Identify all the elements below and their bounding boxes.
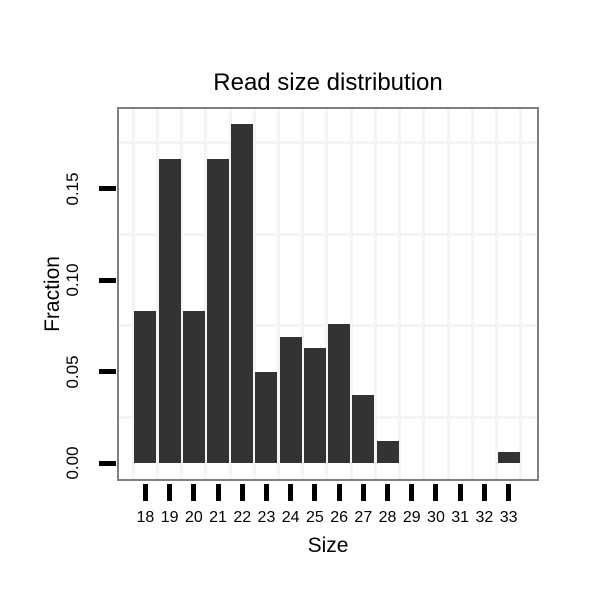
minor-vertical-gridline xyxy=(349,109,353,479)
minor-horizontal-gridline xyxy=(119,415,537,419)
minor-vertical-gridline xyxy=(252,109,256,479)
x-axis-title: Size xyxy=(307,534,349,557)
minor-vertical-gridline xyxy=(277,109,281,479)
y-tick xyxy=(99,369,116,374)
bar-18 xyxy=(134,311,157,463)
x-tick-label: 27 xyxy=(354,508,373,526)
x-tick-label: 30 xyxy=(427,508,445,526)
bar-20 xyxy=(182,311,205,463)
x-tick-label: 22 xyxy=(233,508,252,526)
x-tick xyxy=(336,484,342,501)
x-tick xyxy=(263,484,269,501)
x-tick-label: 29 xyxy=(402,508,421,526)
bar-22 xyxy=(231,124,254,463)
x-tick-label: 33 xyxy=(499,508,518,526)
x-tick xyxy=(288,484,294,501)
minor-vertical-gridline xyxy=(373,109,377,479)
x-tick-label: 26 xyxy=(330,508,348,526)
x-tick xyxy=(360,484,366,501)
minor-vertical-gridline xyxy=(519,109,523,479)
x-tick-label: 32 xyxy=(475,508,494,526)
bar-21 xyxy=(207,159,230,463)
x-tick xyxy=(312,484,318,501)
y-axis-title: Fraction xyxy=(41,256,64,332)
x-tick-label: 31 xyxy=(451,508,470,526)
x-tick-label: 21 xyxy=(209,508,227,526)
minor-horizontal-gridline xyxy=(119,324,537,328)
minor-vertical-gridline xyxy=(180,109,184,479)
minor-horizontal-gridline xyxy=(119,232,537,236)
bar-19 xyxy=(158,159,181,463)
x-tick-label: 25 xyxy=(305,508,324,526)
x-tick xyxy=(142,484,148,501)
minor-vertical-gridline xyxy=(228,109,232,479)
x-tick xyxy=(167,484,173,501)
x-tick-label: 20 xyxy=(184,508,203,526)
x-tick xyxy=(215,484,221,501)
minor-vertical-gridline xyxy=(398,109,402,479)
minor-vertical-gridline xyxy=(446,109,450,479)
minor-vertical-gridline xyxy=(494,109,498,479)
minor-vertical-gridline xyxy=(422,109,426,479)
x-tick-label: 23 xyxy=(257,508,276,526)
y-tick xyxy=(99,277,116,283)
x-tick-label: 18 xyxy=(136,508,155,526)
y-tick-label: 0.05 xyxy=(63,354,82,389)
chart-title: Read size distribution xyxy=(213,69,443,96)
minor-vertical-gridline xyxy=(131,109,135,479)
x-tick xyxy=(239,484,245,501)
bar-23 xyxy=(255,371,278,463)
minor-vertical-gridline xyxy=(156,109,159,479)
x-tick xyxy=(481,484,487,501)
bar-26 xyxy=(328,323,351,463)
bar-28 xyxy=(376,441,399,463)
y-tick xyxy=(99,186,116,191)
minor-vertical-gridline xyxy=(325,109,329,479)
plot-area xyxy=(119,109,537,479)
x-tick xyxy=(409,484,415,501)
bar-24 xyxy=(279,336,302,463)
bar-27 xyxy=(352,395,375,463)
x-tick-label: 19 xyxy=(160,508,179,526)
bar-25 xyxy=(303,347,326,463)
y-tick-label: 0.10 xyxy=(63,263,82,297)
x-tick xyxy=(385,484,391,501)
x-tick-label: 24 xyxy=(281,508,300,526)
minor-vertical-gridline xyxy=(301,109,305,479)
x-tick xyxy=(433,484,439,501)
y-tick-label: 0.15 xyxy=(63,171,82,206)
minor-vertical-gridline xyxy=(470,109,474,479)
minor-vertical-gridline xyxy=(204,109,208,479)
x-tick xyxy=(457,484,463,501)
x-tick xyxy=(506,484,512,501)
y-tick xyxy=(99,460,116,466)
x-tick xyxy=(191,484,197,501)
y-tick-label: 0.00 xyxy=(63,446,82,480)
x-tick-label: 28 xyxy=(378,508,397,526)
minor-horizontal-gridline xyxy=(119,141,537,145)
bar-33 xyxy=(497,452,520,463)
plot-panel xyxy=(117,107,539,481)
